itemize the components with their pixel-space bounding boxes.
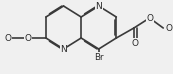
Text: O: O: [146, 13, 153, 22]
Text: O: O: [165, 24, 172, 32]
Text: N: N: [60, 44, 67, 54]
Text: O: O: [25, 34, 32, 42]
Text: O: O: [4, 34, 11, 42]
Text: O: O: [131, 38, 138, 48]
Text: Br: Br: [94, 52, 103, 61]
Text: N: N: [95, 1, 102, 11]
